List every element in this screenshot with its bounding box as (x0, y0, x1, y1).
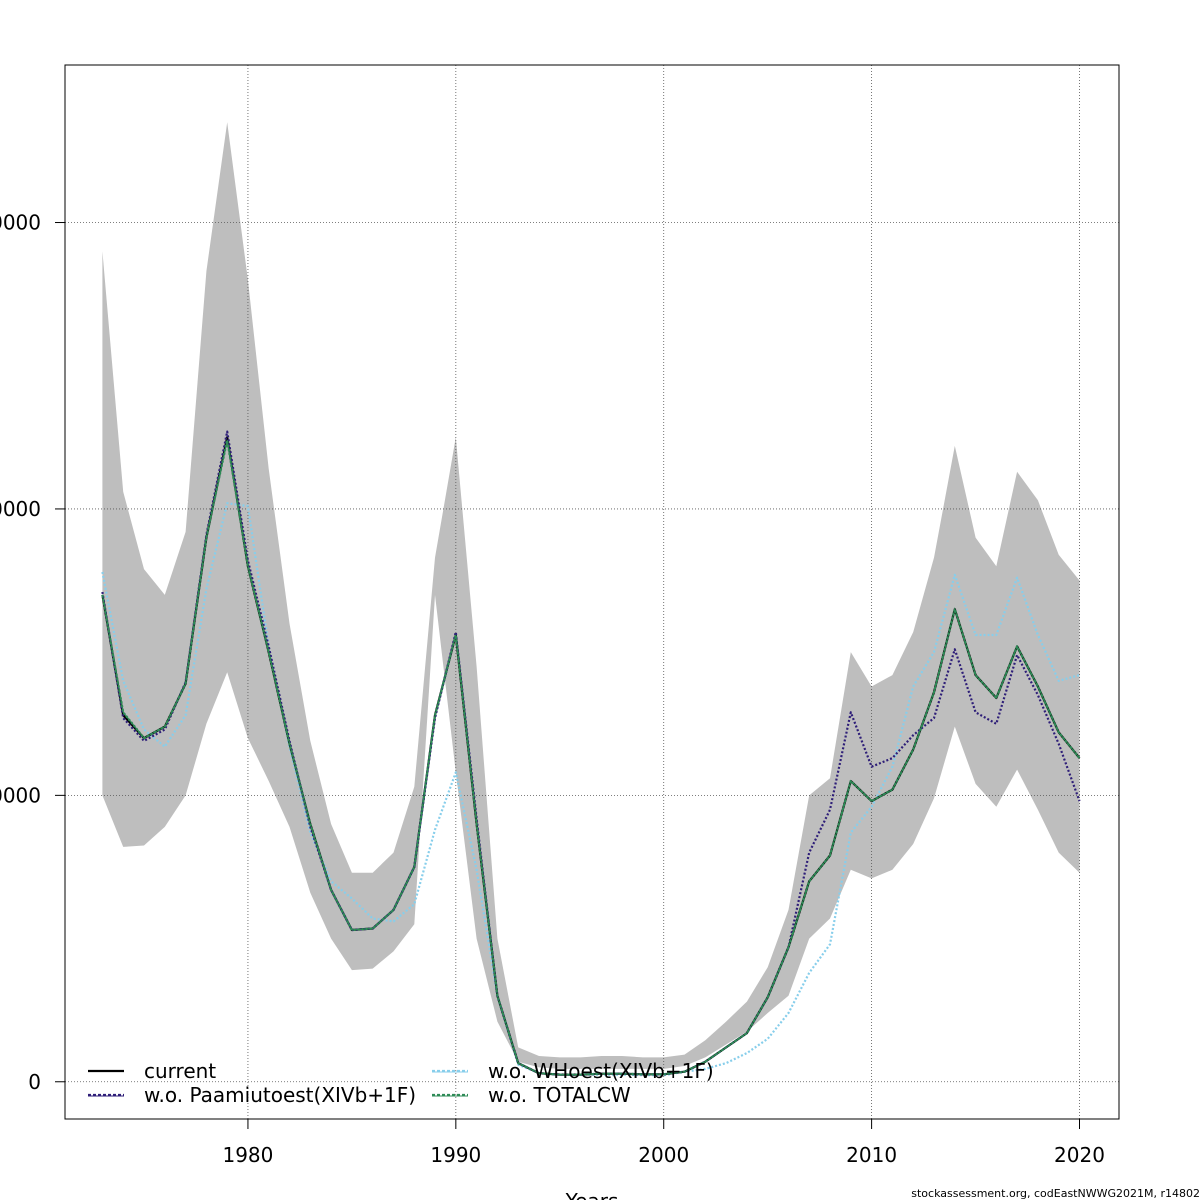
y-tick-label: 30000 (0, 211, 41, 235)
y-tick-label: 10000 (0, 783, 41, 807)
series-line-3-core (101, 440, 1080, 1076)
series-layer (101, 430, 1081, 1077)
x-axis-label: Years (565, 1189, 619, 1200)
x-tick-label: 2000 (638, 1143, 689, 1167)
legend-label: w.o. WHoest(XIVb+1F) (488, 1059, 714, 1083)
y-tick-label: 0 (28, 1070, 41, 1094)
series-line-1 (101, 430, 1081, 1076)
plot-frame (64, 64, 1120, 1120)
x-tick-label: 2010 (846, 1143, 897, 1167)
credit-text: stockassessment.org, codEastNWWG2021M, r… (911, 1187, 1200, 1200)
x-tick-label: 1980 (222, 1143, 273, 1167)
x-tick-label: 1990 (430, 1143, 481, 1167)
legend-label: current (144, 1059, 216, 1083)
legend-label: w.o. Paamiutoest(XIVb+1F) (144, 1083, 416, 1107)
legend-label: w.o. TOTALCW (488, 1083, 631, 1107)
confidence-band-layer (102, 122, 1080, 1069)
confidence-band (102, 122, 1080, 1069)
x-tick-label: 2020 (1054, 1143, 1105, 1167)
